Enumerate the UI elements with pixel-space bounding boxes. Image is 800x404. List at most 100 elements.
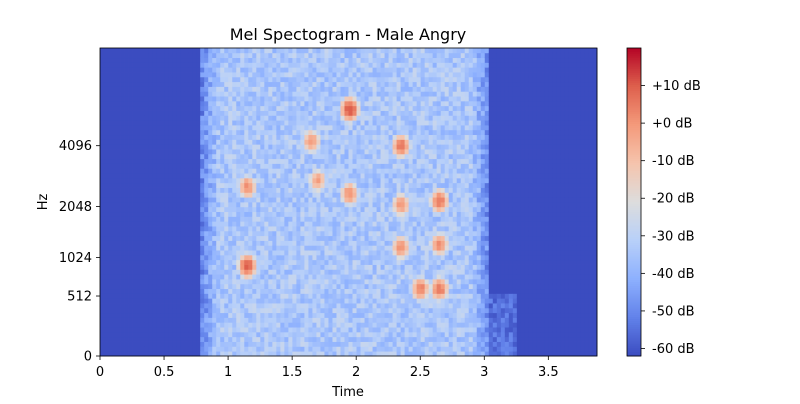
spectrogram-cell [176,206,181,213]
spectrogram-cell [160,336,165,342]
spectrogram-cell [124,96,129,102]
spectrogram-cell [372,134,377,140]
spectrogram-cell [228,269,233,275]
spectrogram-cell [100,202,105,208]
spectrogram-cell [212,303,217,309]
spectrogram-cell [364,134,369,140]
spectrogram-cell [112,269,117,275]
spectrogram-cell [204,269,209,275]
spectrogram-cell [152,274,157,280]
spectrogram-cell [168,274,173,280]
spectrogram-cell [388,250,393,256]
spectrogram-cell [256,250,261,256]
spectrogram-cell [136,197,141,203]
spectrogram-cell [172,144,177,150]
spectrogram-cell [388,153,393,160]
spectrogram-cell [292,158,297,164]
spectrogram-cell [372,226,377,232]
spectrogram-cell [316,86,321,92]
spectrogram-cell [364,177,369,184]
spectrogram-cell [108,274,113,280]
spectrogram-cell [140,197,145,203]
spectrogram-cell [244,230,249,237]
spectrogram-cell [236,322,241,328]
spectrogram-cell [360,259,365,265]
spectrogram-cell [192,341,197,347]
spectrogram-cell [160,230,165,237]
spectrogram-cell [140,52,145,59]
spectrogram-cell [344,105,349,111]
spectrogram-cell [104,327,109,333]
spectrogram-cell [108,322,113,328]
spectrogram-cell [292,149,297,155]
spectrogram-cell [240,216,245,222]
spectrogram-cell [236,293,241,299]
spectrogram-cell [108,351,113,357]
spectrogram-cell [248,250,253,256]
spectrogram-cell [116,177,121,184]
spectrogram-cell [156,139,161,145]
spectrogram-cell [196,331,201,338]
spectrogram-cell [324,48,329,54]
spectrogram-cell [232,283,237,290]
spectrogram-cell [256,96,261,102]
spectrogram-cell [320,100,325,107]
spectrogram-cell [400,259,406,265]
spectrogram-cell [196,341,201,347]
spectrogram-cell [140,274,145,280]
spectrogram-cell [324,67,329,73]
spectrogram-cell [164,100,169,107]
spectrogram-cell [260,187,265,193]
spectrogram-cell [152,341,157,347]
spectrogram-cell [200,341,205,347]
spectrogram-cell [352,274,357,280]
spectrogram-cell [232,202,237,208]
spectrogram-cell [388,245,393,251]
spectrogram-cell [336,336,341,342]
spectrogram-cell [172,129,177,136]
spectrogram-cell [276,48,281,54]
spectrogram-cell [212,211,217,217]
spectrogram-cell [268,182,273,188]
spectrogram-cell [308,168,313,174]
spectrogram-cell [360,48,365,54]
spectrogram-cell [148,216,153,222]
spectrogram-cell [380,254,385,261]
spectrogram-cell [208,57,213,63]
spectrogram-cell [224,67,229,73]
spectrogram-cell [324,139,329,145]
spectrogram-cell [180,351,185,357]
spectrogram-cell [104,105,109,111]
spectrogram-cell [404,62,410,68]
spectrogram-cell [360,341,365,347]
spectrogram-cell [328,86,333,92]
spectrogram-cell [332,283,337,290]
spectrogram-cell [400,230,406,237]
spectrogram-cell [344,283,349,290]
spectrogram-cell [384,110,389,116]
spectrogram-cell [204,91,209,97]
spectrogram-cell [352,105,357,111]
spectrogram-cell [384,134,389,140]
spectrogram-cell [192,216,197,222]
spectrogram-cell [148,86,153,92]
spectrogram-cell [284,288,289,294]
spectrogram-cell [108,187,113,193]
spectrogram-cell [352,327,357,333]
spectrogram-cell [100,279,105,285]
spectrogram-cell [236,307,241,314]
spectrogram-cell [224,274,229,280]
spectrogram-cell [236,48,241,54]
spectrogram-cell [128,351,133,357]
spectrogram-cell [244,86,249,92]
spectrogram-cell [232,173,237,179]
spectrogram-cell [268,67,273,73]
spectrogram-cell [180,48,185,54]
spectrogram-cell [188,303,193,309]
spectrogram-cell [380,72,385,78]
spectrogram-cell [388,221,393,227]
spectrogram-cell [400,173,406,179]
spectrogram-cell [144,331,149,338]
spectrogram-cell [160,298,165,304]
spectrogram-cell [116,149,121,155]
